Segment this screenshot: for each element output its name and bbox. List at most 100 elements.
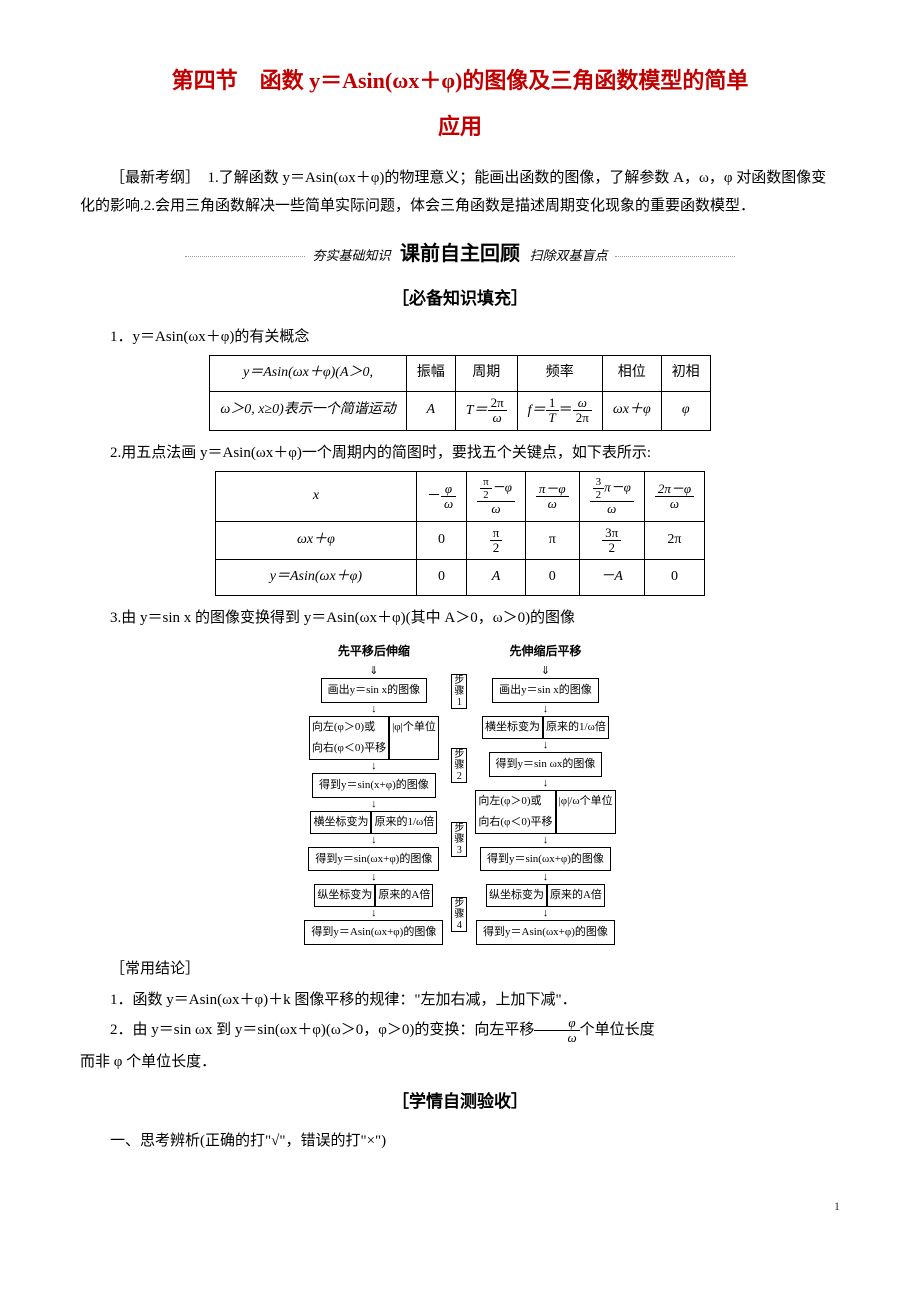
diag-box: 得到y＝sin(ωx+φ)的图像 (480, 847, 611, 872)
t2-h6-n: 2π－φ (655, 482, 694, 497)
diag-step: 步 骤 2 (451, 748, 467, 783)
conclusion-2b: 个单位长度 (580, 1022, 655, 1038)
conclusion-1: 1．函数 y＝Asin(ωx＋φ)＋k 图像平移的规律："左加右减，上加下减"． (80, 986, 840, 1015)
t2-r2c2: 0 (416, 521, 466, 560)
banner-mid: 课前自主回顾 (400, 243, 520, 265)
conclusion-2-den: ω (534, 1031, 579, 1045)
t2-h3: π2－φω (467, 472, 526, 521)
t1-r2c3: T＝2πω (455, 391, 517, 430)
arrow-icon: ↓ (371, 704, 377, 715)
t2-h5-d: ω (590, 502, 634, 516)
t1-f-den1: T (546, 411, 559, 425)
intro-paragraph: ［最新考纲］ 1.了解函数 y＝Asin(ωx＋φ)的物理意义；能画出函数的图像… (80, 164, 840, 221)
t2-h6: 2π－φω (644, 472, 704, 521)
point-2: 2.用五点法画 y＝Asin(ωx＋φ)一个周期内的简图时，要找五个关键点，如下… (80, 439, 840, 468)
arrow-icon: ↓ (543, 872, 549, 883)
banner-left: 夯实基础知识 (312, 248, 390, 263)
t2-r3c5: －A (579, 560, 644, 596)
diag-mid-col: 步 骤 1步 骤 2步 骤 3步 骤 4 (451, 638, 467, 945)
table-2: x －φω π2－φω π－φω 32π－φω 2π－φω ωx＋φ 0 π2 … (215, 471, 705, 596)
banner: 夯实基础知识 课前自主回顾 扫除双基盲点 (80, 235, 840, 273)
transform-diagram: 先平移后伸缩 ⇓ 画出y＝sin x的图像↓向左(φ＞0)或 向右(φ＜0)平移… (80, 638, 840, 945)
diag-label: 向左(φ＞0)或 向右(φ＜0)平移 (475, 790, 555, 834)
t1-r1c5: 相位 (602, 356, 661, 392)
t2-r2c3-n: π (490, 526, 503, 541)
t2-r2c6: 2π (644, 521, 704, 560)
arrow-icon: ↓ (543, 908, 549, 919)
diag-label: 纵坐标变为 (314, 884, 375, 907)
t2-r2c5: 3π2 (579, 521, 644, 560)
t2-h5-nd: 2 (593, 489, 605, 501)
dotline-left (185, 256, 305, 257)
arrow-icon: ↓ (371, 761, 377, 772)
arrow-icon: ↓ (371, 835, 377, 846)
diag-label: 原来的1/ω倍 (371, 811, 437, 834)
point-3: 3.由 y＝sin x 的图像变换得到 y＝Asin(ωx＋φ)(其中 A＞0，… (80, 604, 840, 633)
banner-right: 扫除双基盲点 (530, 248, 608, 263)
t2-h5-nn: 3 (593, 476, 605, 489)
conclusion-2: 2．由 y＝sin ωx 到 y＝sin(ωx＋φ)(ω＞0，φ＞0)的变换：向… (80, 1016, 840, 1046)
t2-h2-d: ω (441, 497, 456, 511)
self-test-1: 一、思考辨析(正确的打"√"，错误的打"×") (80, 1127, 840, 1156)
diag-step: 步 骤 4 (451, 897, 467, 932)
section-heading-1: ［必备知识填充］ (80, 283, 840, 315)
t2-h3-nr: －φ (492, 480, 512, 495)
t1-r2c4: f＝1T＝ω2π (517, 391, 602, 430)
diag-box: 得到y＝Asin(ωx+φ)的图像 (476, 920, 615, 945)
diag-left-title: 先平移后伸缩 (338, 640, 410, 663)
common-conclusion-head: ［常用结论］ (80, 955, 840, 984)
diag-label: 横坐标变为 (482, 716, 543, 739)
t2-h5: 32π－φ ω (579, 472, 644, 521)
diag-box: 画出y＝sin x的图像 (492, 678, 599, 703)
t2-h2: －φω (416, 472, 466, 521)
diag-left-col: 先平移后伸缩 ⇓ 画出y＝sin x的图像↓向左(φ＞0)或 向右(φ＜0)平移… (304, 638, 443, 945)
section-heading-2: ［学情自测验收］ (80, 1086, 840, 1118)
t1-f-den2: 2π (573, 411, 592, 425)
diag-label: 原来的A倍 (375, 884, 433, 907)
arrow-icon: ↓ (543, 778, 549, 789)
arrow-icon: ↓ (371, 908, 377, 919)
t1-f-num1: 1 (546, 396, 559, 411)
diag-box: 得到y＝Asin(ωx+φ)的图像 (304, 920, 443, 945)
t2-r3c1: y＝Asin(ωx＋φ) (215, 560, 416, 596)
t2-h3-nn: π (480, 476, 492, 489)
diag-label: 向左(φ＞0)或 向右(φ＜0)平移 (309, 716, 389, 760)
diag-right-col: 先伸缩后平移 ⇓ 画出y＝sin x的图像↓横坐标变为原来的1/ω倍↓得到y＝s… (475, 638, 615, 945)
page-number: 1 (80, 1195, 840, 1218)
t1-r2c6: φ (661, 391, 710, 430)
conclusion-2a: 2．由 y＝sin ωx 到 y＝sin(ωx＋φ)(ω＞0，φ＞0)的变换：向… (110, 1022, 534, 1038)
t1-T-num: 2π (488, 396, 507, 411)
table-1: y＝Asin(ωx＋φ)(A＞0, 振幅 周期 频率 相位 初相 ω＞0, x≥… (209, 355, 710, 430)
t2-r2c1: ωx＋φ (215, 521, 416, 560)
conclusion-2c: 而非 φ 个单位长度． (80, 1048, 840, 1077)
diag-box: 得到y＝sin(ωx+φ)的图像 (308, 847, 439, 872)
t2-r2c3-d: 2 (490, 541, 503, 555)
arrow-icon: ⇓ (541, 666, 550, 677)
t2-h1: x (215, 472, 416, 521)
arrow-icon: ↓ (371, 799, 377, 810)
t2-h5-nr: π－φ (604, 480, 631, 495)
t1-r1c3: 周期 (455, 356, 517, 392)
diag-label: 原来的1/ω倍 (543, 716, 609, 739)
t2-r2c3: π2 (467, 521, 526, 560)
diag-label: 横坐标变为 (310, 811, 371, 834)
section-title-1: 第四节 函数 y＝Asin(ωx＋φ)的图像及三角函数模型的简单 (80, 60, 840, 102)
t1-r1c6: 初相 (661, 356, 710, 392)
section-title-2: 应用 (80, 106, 840, 148)
diag-box: 得到y＝sin(x+φ)的图像 (312, 773, 436, 798)
conclusion-2-num: φ (534, 1016, 579, 1031)
arrow-icon: ↓ (371, 872, 377, 883)
diag-label: |φ|个单位 (389, 716, 439, 760)
t2-r2c4: π (525, 521, 579, 560)
diag-box: 画出y＝sin x的图像 (321, 678, 428, 703)
t2-r2c5-n: 3π (602, 526, 621, 541)
t2-h3-d: ω (477, 502, 515, 516)
arrow-icon: ⇓ (369, 666, 378, 677)
dotline-right (615, 256, 735, 257)
t1-r2c2: A (406, 391, 455, 430)
t1-r1c4: 频率 (517, 356, 602, 392)
arrow-icon: ↓ (543, 835, 549, 846)
t2-r3c6: 0 (644, 560, 704, 596)
diag-label: 原来的A倍 (547, 884, 605, 907)
t2-h4-d: ω (536, 497, 569, 511)
